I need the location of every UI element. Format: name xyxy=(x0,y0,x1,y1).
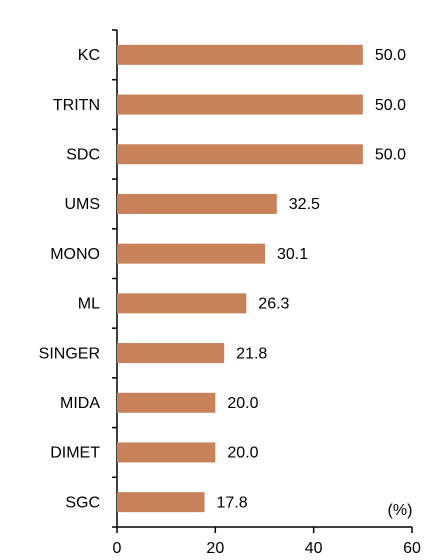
y-tick-label: SDC xyxy=(66,146,100,163)
data-label: 20.0 xyxy=(227,395,258,412)
y-tick-label: MIDA xyxy=(60,395,100,412)
bar xyxy=(117,144,363,165)
y-tick-label: KC xyxy=(78,47,100,64)
y-tick-label: UMS xyxy=(64,196,100,213)
data-label: 32.5 xyxy=(289,196,320,213)
bar xyxy=(117,94,363,115)
y-tick-label: SINGER xyxy=(39,345,100,362)
bar xyxy=(117,44,363,65)
data-label: 20.0 xyxy=(227,445,258,462)
y-tick-label: MONO xyxy=(50,246,100,263)
y-tick-label: SGC xyxy=(65,494,100,511)
data-label: 26.3 xyxy=(258,296,289,313)
x-tick-label: 0 xyxy=(113,540,122,557)
bar xyxy=(117,492,205,513)
bar xyxy=(117,243,265,264)
data-label: 50.0 xyxy=(375,146,406,163)
x-tick-label: 40 xyxy=(305,540,323,557)
data-label: 50.0 xyxy=(375,97,406,114)
bar xyxy=(117,343,225,364)
y-tick-label: ML xyxy=(78,296,100,313)
bar xyxy=(117,392,216,413)
x-tick-label: 20 xyxy=(206,540,224,557)
data-label: 21.8 xyxy=(236,345,267,362)
bar xyxy=(117,442,216,463)
bar xyxy=(117,293,247,314)
data-label: 30.1 xyxy=(277,246,308,263)
x-tick-label: 60 xyxy=(403,540,421,557)
bar xyxy=(117,193,277,214)
data-label: 17.8 xyxy=(217,494,248,511)
y-tick-label: DIMET xyxy=(50,445,100,462)
data-label: 50.0 xyxy=(375,47,406,64)
x-axis-label: (%) xyxy=(388,502,413,519)
y-tick-label: TRITN xyxy=(53,97,100,114)
